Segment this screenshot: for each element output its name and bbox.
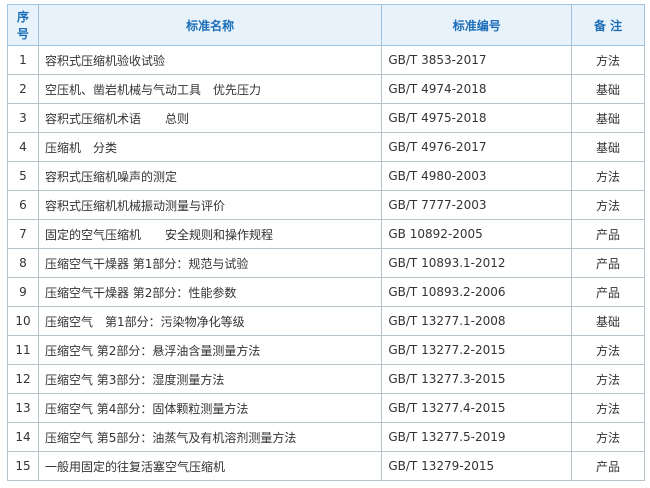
table-cell: 1 (7, 45, 39, 75)
table-cell: 方法 (571, 422, 645, 452)
table-cell: 基础 (571, 132, 645, 162)
standards-table: 序号 标准名称 标准编号备 注 1 容积式压缩机验收试验 GB/T 3853-2017 方… (7, 4, 645, 481)
table-cell: GB 10892-2005 (381, 219, 573, 249)
table-cell: GB/T 10893.1-2012 (381, 248, 573, 278)
table-cell: 压缩空气 第5部分：油蒸气及有机溶剂测量方法 (37, 422, 383, 452)
table-row: 14 压缩空气 第5部分：油蒸气及有机溶剂测量方法 GB/T 13277.5-201… (7, 422, 645, 452)
table-cell: 10 (7, 306, 39, 336)
table-cell: 5 (7, 161, 39, 191)
table-cell: GB/T 13277.1-2008 (381, 306, 573, 336)
table-cell: 容积式压缩机验收试验 (37, 45, 383, 75)
table-cell: 压缩空气 第3部分：湿度测量方法 (37, 364, 383, 394)
table-cell: GB/T 4975-2018 (381, 103, 573, 133)
table-cell: 6 (7, 190, 39, 220)
table-cell: 产品 (571, 277, 645, 307)
table-cell: 产品 (571, 248, 645, 278)
table-cell: 容积式压缩机噪声的测定 (37, 161, 383, 191)
table-row: 9 压缩空气干燥器 第2部分：性能参数 GB/T 10893.2-2006 产品 (7, 277, 645, 307)
table-row: 6 容积式压缩机机械振动测量与评价 GB/T 7777-2003 方法 (7, 190, 645, 220)
table-row: 2 空压机、凿岩机械与气动工具 优先压力 GB/T 4974-2018 基础 (7, 74, 645, 104)
table-cell: GB/T 4980-2003 (381, 161, 573, 191)
table-cell: 基础 (571, 306, 645, 336)
table-cell: 压缩空气 第1部分：污染物净化等级 (37, 306, 383, 336)
table-body: 1 容积式压缩机验收试验 GB/T 3853-2017 方法 2 空压机、凿岩机械与气动工… (7, 45, 645, 481)
header-row: 序号 标准名称 标准编号备 注 (7, 4, 645, 46)
table-cell: GB/T 10893.2-2006 (381, 277, 573, 307)
header-cell: 备 注 (571, 4, 645, 46)
table-row: 12 压缩空气 第3部分：湿度测量方法 GB/T 13277.3-2015 方法 (7, 364, 645, 394)
table-cell: 9 (7, 277, 39, 307)
header-cell: 序号 (7, 4, 39, 46)
table-row: 4 压缩机 分类 GB/T 4976-2017 基础 (7, 132, 645, 162)
table-cell: 压缩空气干燥器 第1部分：规范与试验 (37, 248, 383, 278)
table-cell: 方法 (571, 161, 645, 191)
table-cell: GB/T 3853-2017 (381, 45, 573, 75)
table-cell: GB/T 7777-2003 (381, 190, 573, 220)
table-cell: 15 (7, 451, 39, 481)
table-cell: 13 (7, 393, 39, 423)
table-cell: GB/T 13279-2015 (381, 451, 573, 481)
table-cell: 空压机、凿岩机械与气动工具 优先压力 (37, 74, 383, 104)
table-cell: 2 (7, 74, 39, 104)
table-cell: 12 (7, 364, 39, 394)
table-row: 1 容积式压缩机验收试验 GB/T 3853-2017 方法 (7, 45, 645, 75)
table-cell: GB/T 13277.2-2015 (381, 335, 573, 365)
table-row: 5 容积式压缩机噪声的测定 GB/T 4980-2003 方法 (7, 161, 645, 191)
table-cell: 14 (7, 422, 39, 452)
table-cell: 8 (7, 248, 39, 278)
table-cell: 方法 (571, 335, 645, 365)
table-cell: GB/T 13277.4-2015 (381, 393, 573, 423)
table-cell: 7 (7, 219, 39, 249)
table-cell: 方法 (571, 364, 645, 394)
table-row: 13 压缩空气 第4部分：固体颗粒测量方法 GB/T 13277.4-2015 方法 (7, 393, 645, 423)
table-cell: 方法 (571, 45, 645, 75)
table-row: 10 压缩空气 第1部分：污染物净化等级 GB/T 13277.1-2008 基础 (7, 306, 645, 336)
table-cell: 容积式压缩机机械振动测量与评价 (37, 190, 383, 220)
table-cell: 压缩空气 第2部分：悬浮油含量测量方法 (37, 335, 383, 365)
table-cell: 压缩空气干燥器 第2部分：性能参数 (37, 277, 383, 307)
table-cell: 固定的空气压缩机 安全规则和操作规程 (37, 219, 383, 249)
table-cell: GB/T 13277.3-2015 (381, 364, 573, 394)
table-cell: GB/T 4976-2017 (381, 132, 573, 162)
table-row: 11 压缩空气 第2部分：悬浮油含量测量方法 GB/T 13277.2-2015 方法 (7, 335, 645, 365)
table-cell: 方法 (571, 190, 645, 220)
table-cell: 方法 (571, 393, 645, 423)
table-cell: 4 (7, 132, 39, 162)
table-row: 15 一般用固定的往复活塞空气压缩机 GB/T 13279-2015 产品 (7, 451, 645, 481)
header-cell: 标准名称 (37, 4, 383, 46)
table-row: 3 容积式压缩机术语 总则 GB/T 4975-2018 基础 (7, 103, 645, 133)
table-cell: 产品 (571, 451, 645, 481)
table-cell: 11 (7, 335, 39, 365)
table-row: 8 压缩空气干燥器 第1部分：规范与试验 GB/T 10893.1-2012 产品 (7, 248, 645, 278)
table-cell: 压缩机 分类 (37, 132, 383, 162)
table-cell: GB/T 13277.5-2019 (381, 422, 573, 452)
table-cell: 压缩空气 第4部分：固体颗粒测量方法 (37, 393, 383, 423)
table-cell: 容积式压缩机术语 总则 (37, 103, 383, 133)
header-cell: 标准编号 (381, 4, 573, 46)
table-cell: 产品 (571, 219, 645, 249)
table-cell: 基础 (571, 74, 645, 104)
table-cell: 一般用固定的往复活塞空气压缩机 (37, 451, 383, 481)
table-cell: 基础 (571, 103, 645, 133)
table-cell: 3 (7, 103, 39, 133)
table-cell: GB/T 4974-2018 (381, 74, 573, 104)
table-row: 7 固定的空气压缩机 安全规则和操作规程 GB 10892-2005 产品 (7, 219, 645, 249)
